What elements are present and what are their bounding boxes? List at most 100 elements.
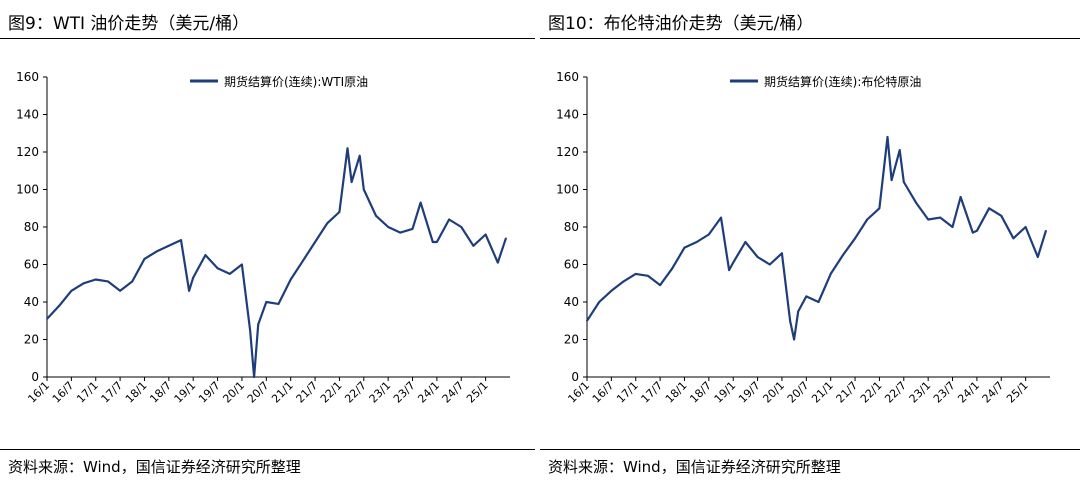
- data-point: [695, 241, 698, 243]
- data-point: [1024, 226, 1027, 228]
- data-point: [1000, 214, 1003, 217]
- data-point: [915, 201, 917, 204]
- y-tick-label: 100: [556, 183, 579, 197]
- x-tick-label: 20/7: [785, 379, 812, 406]
- x-tick-label: 17/7: [639, 379, 666, 406]
- data-point: [70, 289, 73, 292]
- title-rule: [540, 38, 1080, 39]
- x-tick-label: 19/1: [172, 379, 199, 406]
- data-point: [902, 181, 905, 183]
- figure-title: 图10：布伦特油价走势（美元/桶）: [548, 14, 814, 34]
- data-point: [143, 258, 146, 260]
- data-point: [793, 338, 795, 341]
- data-point: [647, 274, 649, 277]
- data-point: [781, 252, 783, 255]
- y-tick-label: 80: [24, 220, 39, 234]
- data-point: [805, 295, 808, 298]
- x-tick-label: 20/7: [245, 379, 272, 406]
- x-tick-label: 25/1: [1004, 379, 1031, 406]
- x-tick-label: 21/1: [809, 379, 836, 406]
- y-tick-label: 140: [556, 108, 579, 122]
- title-rule: [0, 38, 535, 39]
- data-point: [350, 181, 353, 183]
- data-point: [866, 218, 869, 221]
- data-point: [890, 179, 893, 181]
- x-tick-label: 17/7: [99, 379, 126, 406]
- brent-chart-panel: 图10：布伦特油价走势（美元/桶） 0 20 40 60 80 100 120 140 160 1…: [540, 0, 1080, 481]
- x-tick-label: 23/1: [367, 379, 394, 406]
- y-tick-label: 160: [556, 70, 579, 84]
- x-tick-label: 21/7: [294, 379, 321, 406]
- data-point: [399, 231, 402, 234]
- data-point: [707, 233, 710, 236]
- y-tick-label: 60: [24, 258, 39, 272]
- y-tick-label: 120: [16, 145, 39, 159]
- data-point: [768, 263, 771, 266]
- data-point: [419, 201, 422, 204]
- data-point: [720, 216, 722, 219]
- x-tick-label: 19/7: [736, 379, 763, 406]
- data-point: [448, 218, 450, 221]
- data-point: [257, 323, 260, 326]
- data-point: [959, 196, 962, 198]
- data-point: [472, 244, 475, 247]
- x-tick-label: 20/1: [220, 379, 247, 406]
- x-tick-label: 16/7: [590, 379, 617, 406]
- x-tick-label: 22/1: [318, 379, 345, 406]
- data-point: [82, 282, 85, 285]
- x-tick-label: 19/1: [712, 379, 739, 406]
- y-tick-label: 100: [16, 183, 39, 197]
- data-point: [167, 244, 170, 247]
- data-point: [46, 318, 48, 320]
- data-point: [107, 280, 109, 283]
- y-tick-label: 160: [16, 70, 39, 84]
- x-tick-label: 25/1: [464, 379, 491, 406]
- data-point: [484, 233, 487, 236]
- x-tick-label: 18/1: [123, 379, 150, 406]
- data-point: [496, 261, 499, 264]
- x-tick-label: 23/1: [907, 379, 934, 406]
- brent-line-chart: 02040608010012014016016/116/717/117/718/…: [556, 70, 1050, 406]
- data-point: [265, 301, 268, 303]
- data-point: [358, 154, 361, 157]
- data-point: [1012, 237, 1015, 240]
- x-tick-label: 19/7: [196, 379, 223, 406]
- y-tick-label: 60: [564, 258, 579, 272]
- data-point: [586, 319, 588, 322]
- data-point: [951, 226, 954, 228]
- x-tick-label: 23/7: [391, 379, 418, 406]
- data-point: [375, 214, 377, 217]
- data-point: [829, 273, 832, 275]
- data-point: [886, 136, 889, 138]
- data-point: [155, 250, 158, 253]
- data-point: [505, 237, 507, 240]
- data-point: [598, 301, 601, 303]
- x-tick-label: 24/1: [415, 379, 442, 406]
- data-point: [842, 254, 844, 256]
- source-note: 资料来源：Wind，国信证券经济研究所整理: [8, 458, 301, 476]
- data-point: [789, 319, 791, 322]
- data-point: [314, 241, 316, 243]
- x-tick-label: 18/1: [663, 379, 690, 406]
- data-point: [58, 304, 61, 307]
- x-tick-label: 24/7: [980, 379, 1007, 406]
- data-point: [1036, 256, 1039, 258]
- legend-label: 期货结算价(连续):WTI原油: [224, 74, 368, 89]
- x-tick-label: 24/1: [955, 379, 982, 406]
- data-point: [436, 241, 438, 243]
- figure-title: 图9：WTI 油价走势（美元/桶）: [8, 14, 250, 34]
- wti-chart-panel: 图9：WTI 油价走势（美元/桶） 0 20 40 60 80 100 120 140 160 1…: [0, 0, 535, 481]
- data-point: [756, 256, 759, 258]
- data-point: [988, 207, 990, 210]
- data-point: [1045, 229, 1047, 232]
- data-point: [817, 301, 820, 303]
- data-point: [878, 207, 881, 210]
- data-point: [927, 218, 930, 221]
- y-tick-label: 120: [556, 145, 579, 159]
- data-point: [411, 228, 414, 230]
- data-point: [277, 303, 280, 305]
- x-tick-label: 17/1: [74, 379, 101, 406]
- source-rule: [0, 449, 535, 450]
- source-note: 资料来源：Wind，国信证券经济研究所整理: [548, 458, 841, 476]
- x-tick-label: 16/1: [565, 379, 592, 406]
